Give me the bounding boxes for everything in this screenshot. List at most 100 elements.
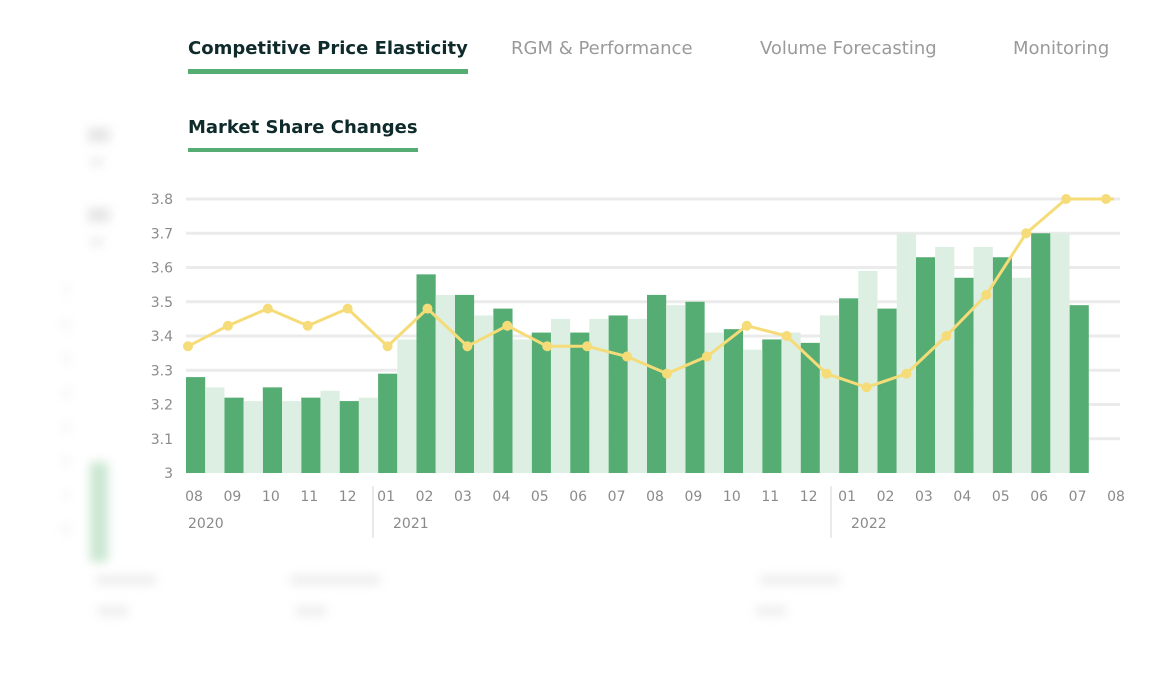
x-tick-label: 01: [838, 489, 856, 505]
trend-point[interactable]: [661, 368, 672, 379]
tab-competitive-price-elasticity[interactable]: Competitive Price Elasticity: [188, 38, 468, 74]
x-tick-label: 11: [300, 489, 318, 505]
tab-monitoring[interactable]: Monitoring: [1013, 38, 1110, 59]
x-tick-label: 10: [723, 489, 741, 505]
bar-secondary[interactable]: [589, 318, 609, 473]
bar-secondary[interactable]: [781, 332, 801, 473]
bar-primary[interactable]: [378, 373, 398, 473]
x-tick-label: 09: [685, 489, 703, 505]
trend-point[interactable]: [1021, 228, 1032, 239]
trend-point[interactable]: [781, 331, 792, 341]
bar-secondary[interactable]: [666, 305, 686, 473]
bar-secondary[interactable]: [512, 339, 532, 473]
y-tick-label: 3.7: [151, 226, 173, 242]
bar-secondary[interactable]: [1050, 233, 1070, 473]
bar-secondary[interactable]: [627, 318, 647, 473]
bar-primary[interactable]: [877, 308, 897, 473]
bar-primary[interactable]: [800, 342, 820, 473]
bar-primary[interactable]: [723, 329, 744, 473]
trend-point[interactable]: [582, 341, 593, 352]
trend-point[interactable]: [981, 289, 992, 300]
ghost-axis-digit: 6: [62, 319, 70, 334]
bar-primary[interactable]: [839, 298, 859, 473]
bar-secondary[interactable]: [320, 390, 340, 473]
bar-primary[interactable]: [454, 294, 475, 473]
bar-secondary[interactable]: [205, 387, 225, 473]
ghost-axis-digit: 2: [62, 455, 70, 470]
x-tick-label: 09: [224, 489, 242, 505]
trend-point[interactable]: [1061, 194, 1072, 204]
trend-point[interactable]: [502, 320, 513, 331]
bar-primary[interactable]: [339, 401, 359, 473]
trend-point[interactable]: [901, 368, 912, 379]
trend-point[interactable]: [701, 351, 712, 362]
ghost-axis-digit: 0: [62, 523, 70, 538]
bar-secondary[interactable]: [243, 401, 263, 473]
y-tick-label: 3.5: [151, 295, 173, 311]
bar-primary[interactable]: [301, 397, 321, 473]
bar-primary[interactable]: [915, 257, 936, 473]
bar-primary[interactable]: [762, 339, 782, 473]
x-tick-label: 02: [877, 489, 895, 505]
trend-point[interactable]: [422, 303, 433, 314]
x-tick-label: 07: [1069, 489, 1087, 505]
bar-secondary[interactable]: [973, 246, 993, 473]
tab-volume-forecasting[interactable]: Volume Forecasting: [760, 38, 937, 59]
trend-point[interactable]: [821, 368, 832, 379]
bar-secondary[interactable]: [1011, 277, 1032, 473]
x-tick-label: 12: [339, 489, 357, 505]
bar-primary[interactable]: [416, 274, 436, 473]
trend-point[interactable]: [861, 382, 872, 393]
bar-primary[interactable]: [608, 315, 628, 473]
trend-point[interactable]: [741, 320, 752, 331]
bar-secondary[interactable]: [896, 233, 916, 473]
bar-primary[interactable]: [262, 387, 283, 473]
trend-point[interactable]: [1101, 194, 1111, 204]
bar-secondary[interactable]: [743, 349, 763, 473]
bar-primary[interactable]: [1069, 305, 1089, 473]
ghost-axis-digit: 1: [62, 489, 70, 504]
tab-rgm-performance[interactable]: RGM & Performance: [511, 38, 693, 59]
bar-primary[interactable]: [531, 332, 551, 473]
trend-point[interactable]: [382, 341, 393, 352]
bar-primary[interactable]: [224, 397, 244, 473]
x-tick-label: 12: [800, 489, 818, 505]
trend-point[interactable]: [542, 341, 553, 352]
bar-secondary[interactable]: [819, 315, 840, 473]
trend-line: [186, 197, 1114, 389]
x-tick-label: 05: [531, 489, 549, 505]
trend-point[interactable]: [342, 303, 353, 314]
bar-secondary[interactable]: [858, 270, 878, 473]
bar-primary[interactable]: [647, 294, 667, 473]
bar-primary[interactable]: [685, 301, 705, 473]
bar-secondary[interactable]: [358, 397, 379, 473]
trend-point[interactable]: [222, 320, 233, 331]
x-tick-label: 05: [992, 489, 1010, 505]
trend-point[interactable]: [622, 351, 633, 362]
trend-point[interactable]: [941, 331, 952, 341]
bar-secondary[interactable]: [474, 315, 494, 473]
bar-primary[interactable]: [186, 377, 206, 473]
bar-primary[interactable]: [992, 257, 1012, 473]
bar-secondary[interactable]: [935, 246, 955, 473]
bar-primary[interactable]: [1031, 233, 1051, 473]
bar-secondary[interactable]: [704, 332, 724, 473]
bar-primary[interactable]: [493, 308, 513, 473]
bar-secondary[interactable]: [282, 401, 302, 473]
x-tick-label: 08: [646, 489, 664, 505]
trend-point[interactable]: [183, 341, 193, 352]
x-tick-label: 01: [377, 489, 395, 505]
bar-secondary[interactable]: [550, 318, 571, 473]
bar-secondary[interactable]: [435, 294, 455, 473]
bar-primary[interactable]: [954, 277, 974, 473]
trend-point[interactable]: [462, 341, 473, 352]
bar-secondary[interactable]: [397, 339, 417, 473]
x-tick-label: 10: [262, 489, 280, 505]
x-tick-label: 08: [185, 489, 203, 505]
trend-point[interactable]: [302, 320, 313, 331]
trend-point[interactable]: [262, 303, 273, 314]
y-tick-label: 3.2: [151, 398, 173, 414]
bar-primary[interactable]: [570, 332, 590, 473]
